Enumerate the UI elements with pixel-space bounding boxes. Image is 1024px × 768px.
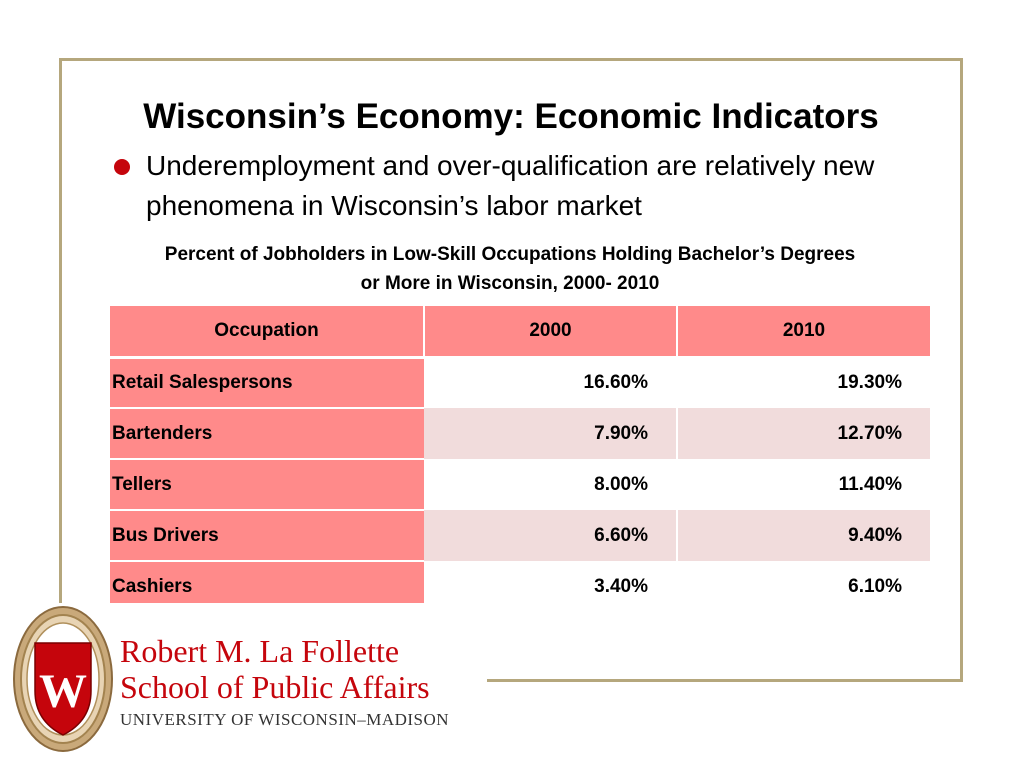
header-2010: 2010 [677, 306, 930, 359]
uw-crest-icon: W [13, 606, 113, 752]
table-row: Bartenders 7.90% 12.70% [110, 408, 930, 460]
table-title-line2: or More in Wisconsin, 2000- 2010 [360, 273, 660, 294]
crest-letter: W [39, 665, 87, 718]
bullet-text: Underemployment and over-qualification a… [146, 150, 875, 221]
cell-2010: 19.30% [677, 357, 930, 408]
cell-2000: 16.60% [424, 357, 678, 408]
cell-occupation: Retail Salespersons [110, 357, 424, 409]
cell-2010: 6.10% [677, 561, 930, 612]
cell-2000: 6.60% [424, 510, 678, 561]
bullet-dot-icon [114, 159, 130, 175]
cell-2010: 9.40% [677, 510, 930, 561]
cell-2010: 12.70% [677, 408, 930, 459]
table-row: Tellers 8.00% 11.40% [110, 459, 930, 511]
table-row: Cashiers 3.40% 6.10% [110, 561, 930, 613]
header-occupation: Occupation [110, 306, 425, 359]
table-row: Bus Drivers 6.60% 9.40% [110, 510, 930, 562]
logo-line2: School of Public Affairs [120, 669, 430, 705]
slide-frame [59, 58, 963, 682]
cell-occupation: Bartenders [110, 408, 424, 460]
logo-line1: Robert M. La Follette [120, 633, 400, 669]
logo-line3: UNIVERSITY OF WISCONSIN–MADISON [120, 710, 450, 729]
cell-2000: 7.90% [424, 408, 678, 459]
lafollette-logo: W Robert M. La Follette School of Public… [12, 603, 487, 758]
cell-occupation: Tellers [110, 459, 424, 511]
header-2000: 2000 [424, 306, 678, 359]
occupation-table: Occupation 2000 2010 Retail Salespersons… [110, 306, 930, 613]
slide-title: Wisconsin’s Economy: Economic Indicators [143, 97, 879, 136]
table-title: Percent of Jobholders in Low-Skill Occup… [100, 240, 920, 298]
table-header-row: Occupation 2000 2010 [110, 306, 930, 359]
table-row: Retail Salespersons 16.60% 19.30% [110, 357, 930, 409]
cell-2010: 11.40% [677, 459, 930, 510]
cell-2000: 8.00% [424, 459, 678, 510]
cell-occupation: Bus Drivers [110, 510, 424, 562]
table-title-line1: Percent of Jobholders in Low-Skill Occup… [164, 244, 856, 265]
